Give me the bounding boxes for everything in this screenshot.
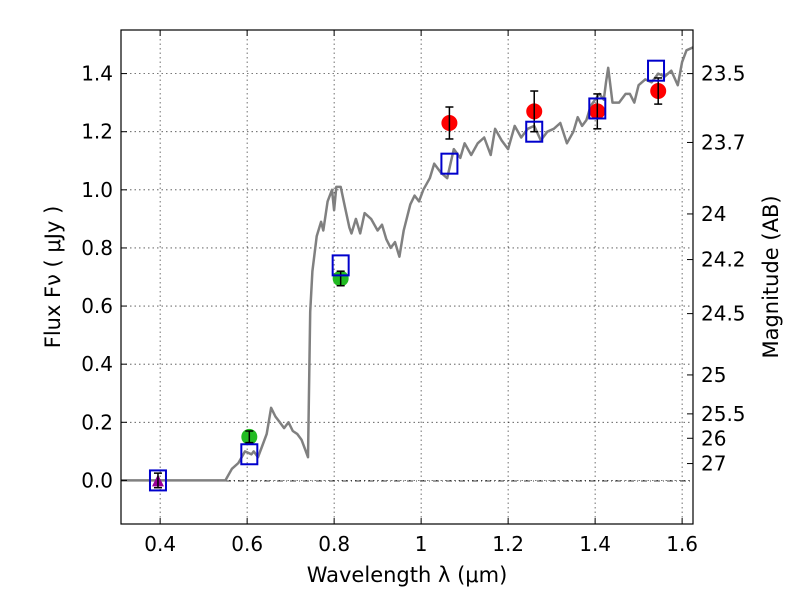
magnitude-tick-label: 26 (701, 426, 726, 450)
magnitude-tick-label: 23.5 (701, 62, 746, 86)
y-tick-label: 1.2 (81, 120, 113, 144)
x-tick-label: 0.4 (144, 532, 176, 556)
y-tick-label: 0.8 (81, 236, 113, 260)
magnitude-axis-label: Magnitude (AB) (759, 195, 783, 358)
model-band-square (588, 97, 607, 120)
plot-frame (120, 29, 694, 525)
magnitude-tick-label: 23.7 (701, 130, 746, 154)
model-spectrum (121, 46, 694, 482)
y-tick-label: 1.0 (81, 178, 113, 202)
magnitude-tick-label: 24.5 (701, 302, 746, 326)
magnitude-tick-label: 27 (701, 452, 726, 476)
model-band-square (440, 152, 459, 175)
x-tick-label: 1.6 (666, 532, 698, 556)
magnitude-tick-label: 24 (701, 202, 726, 226)
x-tick-label: 1.4 (579, 532, 611, 556)
model-band-square (647, 59, 666, 82)
y-tick-label: 0.2 (81, 410, 113, 434)
magnitude-tick-label: 25 (701, 363, 726, 387)
y-tick-label: 0.0 (81, 468, 113, 492)
model-band-square (240, 443, 259, 466)
x-tick-label: 0.6 (231, 532, 263, 556)
x-axis-ticks: 0.4 0.6 0.8 1 1.2 1.4 1.6 (144, 30, 698, 556)
model-band-square (525, 120, 544, 143)
x-tick-label: 0.8 (318, 532, 350, 556)
spectrum-line (121, 46, 694, 482)
y-axis-ticks: 0.0 0.2 0.4 0.6 0.8 1.0 1.2 1.4 (81, 62, 127, 492)
grid-lines (121, 30, 693, 524)
y-axis-label: Flux Fν ( μJy ) (41, 206, 65, 349)
x-tick-label: 1.2 (492, 532, 524, 556)
x-axis-label: Wavelength λ (μm) (307, 563, 508, 587)
model-band-square (331, 254, 350, 277)
x-tick-label: 1 (415, 532, 428, 556)
model-band-square (148, 469, 167, 492)
y-tick-label: 1.4 (81, 62, 113, 86)
magnitude-tick-label: 25.5 (701, 402, 746, 426)
y-tick-label: 0.6 (81, 294, 113, 318)
data-points (148, 59, 667, 492)
y-tick-label: 0.4 (81, 352, 113, 376)
magnitude-tick-label: 24.2 (701, 248, 746, 272)
